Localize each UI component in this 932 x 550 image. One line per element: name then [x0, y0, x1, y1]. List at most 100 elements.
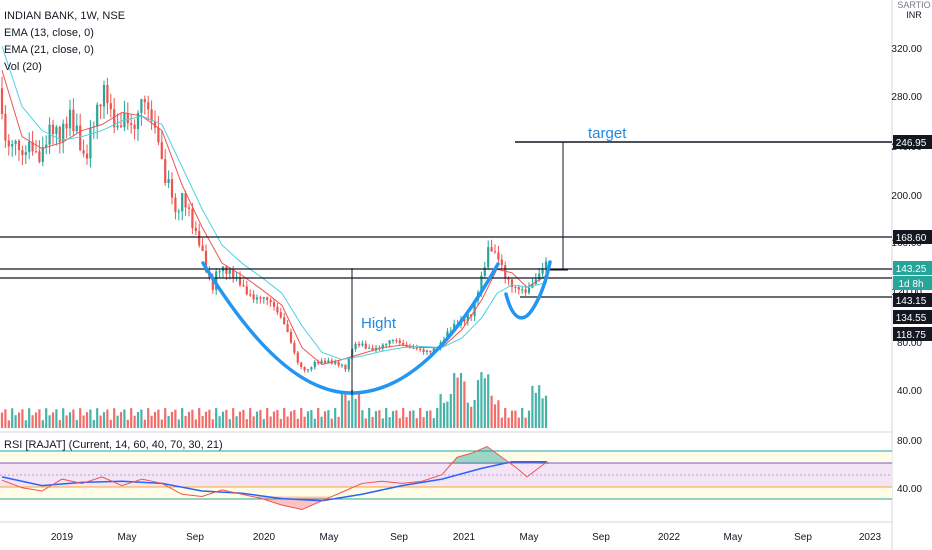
- candle-body: [283, 317, 286, 325]
- candle-body: [45, 144, 48, 148]
- symbol-title[interactable]: INDIAN BANK, 1W, NSE: [4, 10, 126, 22]
- volume-bar: [82, 415, 85, 428]
- volume-bar: [96, 408, 99, 428]
- candle-body: [228, 270, 231, 274]
- volume-bar: [228, 419, 231, 428]
- volume-bar: [262, 418, 265, 428]
- badge-background: [893, 261, 932, 275]
- volume-bar: [391, 411, 395, 428]
- price-level-badge[interactable]: 118.75: [893, 327, 932, 341]
- volume-bar: [517, 417, 520, 428]
- height-label[interactable]: Hight: [361, 315, 397, 332]
- rsi-legend[interactable]: RSI [RAJAT] (Current, 14, 60, 40, 70, 30…: [4, 439, 223, 451]
- volume-bar: [109, 419, 112, 428]
- volume-bar: [487, 374, 490, 428]
- price-level-badges: 246.95 168.60 143.25 1d 8h 143.15 134.55 118.7…: [893, 135, 932, 341]
- volume-bar: [323, 411, 327, 428]
- candle-body: [167, 179, 170, 184]
- volume-bar: [490, 395, 493, 428]
- candle-body: [58, 126, 61, 143]
- volume-bar: [521, 408, 524, 428]
- volume-bar: [170, 411, 174, 428]
- target-label[interactable]: target: [588, 125, 627, 142]
- badge-text: 246.95: [896, 138, 927, 149]
- volume-bar: [306, 411, 310, 428]
- volume-legend[interactable]: Vol (20): [4, 61, 42, 73]
- volume-bar: [7, 420, 10, 428]
- volume-bar: [531, 385, 534, 428]
- ema21-line: [1, 45, 548, 361]
- volume-bar: [412, 410, 415, 428]
- volume-bar: [385, 408, 388, 428]
- candle-body: [249, 294, 252, 296]
- volume-bar: [347, 400, 350, 428]
- candle-body: [170, 179, 174, 198]
- candle-body: [191, 208, 194, 229]
- level-lines: [0, 236, 892, 298]
- candle-body: [211, 277, 214, 290]
- volume-bar: [143, 419, 146, 428]
- price-level-badge[interactable]: 1d 8h: [893, 276, 932, 290]
- candle-body: [130, 123, 133, 125]
- ema13-legend[interactable]: EMA (13, close, 0): [4, 27, 94, 39]
- candle-body: [368, 347, 371, 349]
- rsi-oversold-fill: [242, 496, 347, 510]
- price-level-badge[interactable]: 143.25: [893, 261, 932, 275]
- candle-body: [473, 300, 476, 317]
- candle-body: [466, 314, 469, 322]
- volume-bar: [514, 410, 517, 428]
- candle-body: [272, 302, 276, 307]
- candle-body: [429, 350, 432, 353]
- badge-background: [893, 230, 932, 244]
- volume-bar: [164, 408, 167, 428]
- volume-bar: [14, 415, 17, 428]
- candle-body: [177, 211, 180, 213]
- candle-body: [500, 259, 503, 266]
- volume-bar: [334, 408, 337, 428]
- candle-body: [344, 364, 347, 370]
- price-level-badge[interactable]: 134.55: [893, 310, 932, 324]
- volume-bar: [225, 409, 228, 428]
- price-level-badge[interactable]: 168.60: [893, 230, 932, 244]
- candle-body: [510, 279, 514, 287]
- badge-background: [893, 293, 932, 307]
- volume-bar: [310, 410, 313, 428]
- candle-body: [388, 340, 391, 344]
- badge-text: 168.60: [896, 233, 927, 244]
- volume-bar: [123, 409, 126, 428]
- rsi-axis-ticks: 80.00 40.00: [897, 436, 922, 495]
- price-level-badge[interactable]: 143.15: [893, 293, 932, 307]
- candle-body: [238, 276, 242, 286]
- volume-bar: [449, 393, 452, 428]
- volume-bar: [402, 408, 405, 428]
- volume-bar: [279, 418, 282, 428]
- volume-bar: [303, 416, 306, 428]
- ema21-legend[interactable]: EMA (21, close, 0): [4, 44, 94, 56]
- time-label: Sep: [186, 532, 204, 543]
- volume-bar: [374, 411, 378, 428]
- volume-bar: [153, 411, 157, 428]
- volume-bar: [269, 416, 272, 428]
- volume-bar: [340, 393, 344, 428]
- cup-curve[interactable]: [201, 260, 552, 395]
- currency-label[interactable]: SARTIO INR: [896, 0, 932, 20]
- candle-body: [269, 299, 272, 303]
- volume-bar: [442, 402, 446, 428]
- volume-bar: [191, 409, 194, 428]
- volume-bar: [354, 398, 357, 428]
- rsi-signal-line: [1, 460, 547, 502]
- time-label: 2020: [253, 532, 276, 543]
- candle-body: [126, 113, 129, 124]
- time-label: May: [320, 532, 339, 543]
- price-level-badge[interactable]: 246.95: [893, 135, 932, 149]
- volume-bar: [466, 402, 469, 428]
- candle-body: [419, 348, 422, 350]
- volume-bar: [378, 410, 381, 428]
- candle-body: [286, 324, 289, 332]
- volume-bar: [313, 418, 316, 428]
- rsi-tick-label: 80.00: [897, 436, 922, 447]
- volume-bar: [174, 409, 177, 428]
- candle-body: [296, 352, 299, 363]
- volume-bar: [150, 415, 153, 428]
